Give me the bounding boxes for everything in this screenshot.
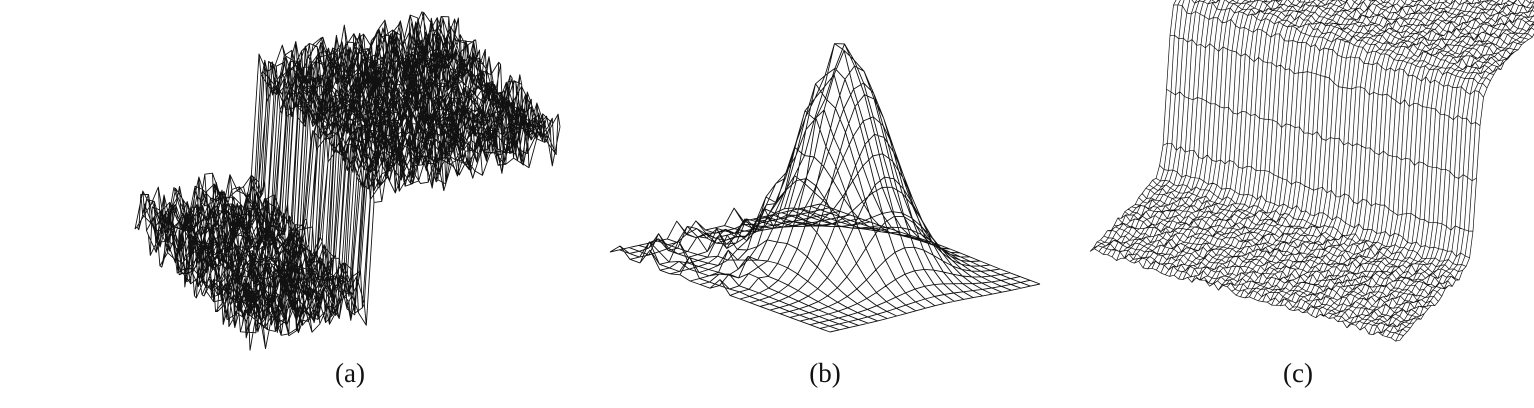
caption-a: (a) xyxy=(335,358,365,388)
gaussian-peak-surface-plot xyxy=(609,43,1041,333)
panel-c: (c) xyxy=(1050,0,1534,408)
caption-c: (c) xyxy=(1283,358,1313,388)
wireframe-mesh xyxy=(134,11,561,351)
caption-b: (b) xyxy=(809,358,841,388)
panel-b: (b) xyxy=(560,0,1080,408)
smooth-step-surface-plot xyxy=(1089,0,1534,342)
panel-a: (a) xyxy=(0,0,600,408)
wireframe-mesh xyxy=(1089,0,1534,342)
wireframe-mesh xyxy=(609,43,1041,333)
noisy-step-surface-plot xyxy=(134,11,561,351)
